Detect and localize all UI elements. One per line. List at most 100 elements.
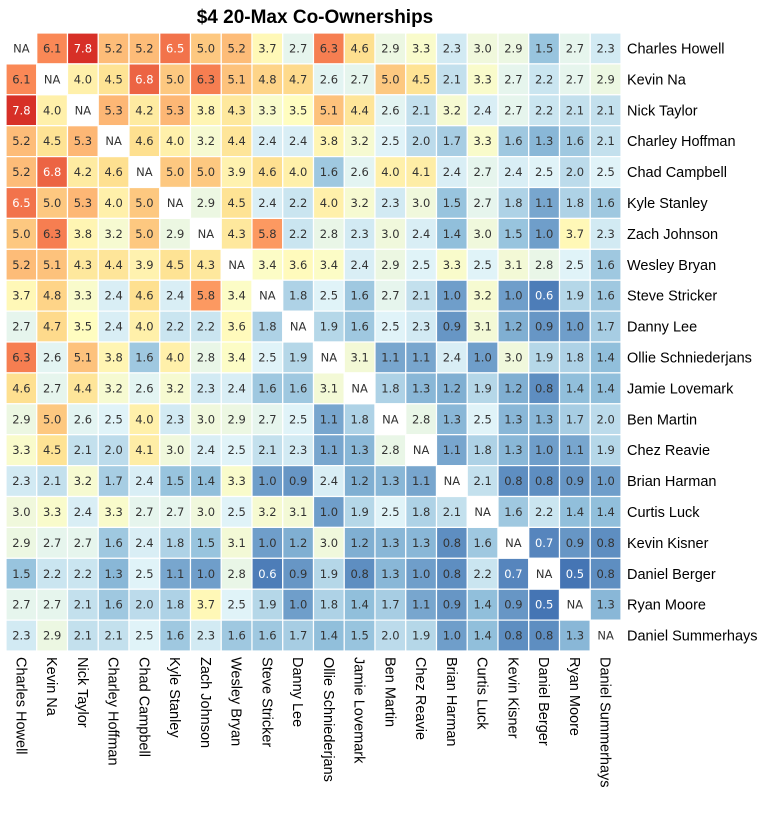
heatmap-cell-rect [128,94,161,127]
heatmap-cell: 3.0 [189,403,222,436]
heatmap-cell-value: 2.5 [135,567,153,581]
heatmap-cells: NA 6.1 7.8 5.2 5.2 6.5 5.0 5.2 3.7 2.7 6.3 4.6 2.9 3.… [5,32,622,652]
heatmap-cell: 2.2 [282,186,315,219]
heatmap-cell-value: 3.3 [74,289,92,303]
heatmap-cell-value: 5.3 [74,134,92,148]
heatmap-cell: 2.4 [251,125,284,158]
heatmap-cell-value: 3.2 [350,134,368,148]
heatmap-cell-value: 1.4 [443,227,461,241]
heatmap-cell-value: 4.5 [227,196,245,210]
heatmap-cell: 2.8 [312,217,345,250]
heatmap-cell-value: 2.8 [381,443,399,457]
heatmap-cell: 5.1 [220,63,253,96]
heatmap-cell-value: 2.7 [350,72,368,86]
heatmap-cell: NA [5,32,38,65]
heatmap-cell-rect [528,341,561,374]
heatmap-cell-rect [343,434,376,467]
heatmap-cell-rect [528,156,561,189]
heatmap-cell-value: NA [321,350,338,364]
heatmap-cell: NA [497,526,530,559]
heatmap-cell-value: 1.0 [412,567,430,581]
heatmap-cell-value: 2.4 [443,165,461,179]
heatmap-cell-value: 2.7 [43,598,61,612]
heatmap-cell-rect [128,248,161,281]
heatmap-cell: 2.7 [466,156,499,189]
heatmap-cell-value: 1.1 [412,474,430,488]
heatmap-cell: 1.1 [405,588,438,621]
heatmap-cell: 2.5 [312,279,345,312]
heatmap-cell-value: 2.7 [381,289,399,303]
heatmap-cell: 1.1 [159,557,192,590]
heatmap-cell: 1.1 [435,434,468,467]
heatmap-cell-value: 1.3 [104,567,122,581]
heatmap-cell-value: 1.3 [443,412,461,426]
heatmap-cell-value: 2.2 [289,227,307,241]
heatmap-cell: 1.3 [374,526,407,559]
heatmap-cell-value: 2.2 [197,320,215,334]
row-label: Ryan Moore [627,598,706,614]
heatmap-cell-value: 1.0 [443,629,461,643]
heatmap-cell-rect [189,217,222,250]
heatmap-cell-rect [5,588,38,621]
heatmap-cell: 2.2 [282,217,315,250]
heatmap-cell-rect [405,495,438,528]
heatmap-cell-value: 2.5 [135,629,153,643]
heatmap-cell-value: 2.4 [412,227,430,241]
heatmap-cell-value: 5.2 [12,134,30,148]
heatmap-cell-rect [36,619,69,652]
heatmap-cell-value: 4.4 [104,258,122,272]
heatmap-cell: 1.6 [343,310,376,343]
row-label: Chez Reavie [627,443,710,459]
heatmap-cell-rect [189,125,222,158]
heatmap-cell-rect [36,156,69,189]
heatmap-cell-rect [159,279,192,312]
heatmap-cell-rect [343,619,376,652]
heatmap-cell: 2.4 [220,372,253,405]
heatmap-cell-rect [159,125,192,158]
heatmap-cell-value: 2.3 [596,41,614,55]
heatmap-cell-value: 1.0 [504,289,522,303]
heatmap-cell-value: 4.5 [43,134,61,148]
heatmap-cell-value: 3.8 [104,350,122,364]
heatmap-cell: 6.8 [36,156,69,189]
heatmap-cell: 4.7 [36,310,69,343]
heatmap-cell: 3.3 [466,63,499,96]
heatmap-cell: 2.5 [220,495,253,528]
heatmap-cell-value: 3.6 [289,258,307,272]
heatmap-cell: 6.1 [5,63,38,96]
column-label: Chad Campbell [135,657,151,757]
heatmap-cell-value: 4.4 [74,381,92,395]
heatmap-cell-value: 2.7 [43,536,61,550]
heatmap-cell: 2.7 [5,310,38,343]
heatmap-cell-rect [343,125,376,158]
heatmap-cell: 1.1 [405,465,438,498]
heatmap-cell-rect [343,372,376,405]
heatmap-cell-value: 5.0 [166,72,184,86]
heatmap-cell-rect [312,465,345,498]
heatmap-cell-rect [36,186,69,219]
heatmap-cell-value: 2.9 [596,72,614,86]
heatmap-cell-value: 4.8 [258,72,276,86]
heatmap-cell: 4.6 [97,156,130,189]
heatmap-cell-value: 2.4 [504,165,522,179]
heatmap-cell-rect [466,32,499,65]
heatmap-cell: 2.9 [589,63,622,96]
heatmap-cell-rect [466,279,499,312]
heatmap-cell-rect [343,557,376,590]
heatmap-cell: 2.1 [66,434,99,467]
heatmap-cell: 3.4 [251,248,284,281]
heatmap-cell-rect [497,619,530,652]
heatmap-cell: 1.5 [189,526,222,559]
heatmap-cell-rect [528,125,561,158]
heatmap-cell: 5.2 [220,32,253,65]
row-label: Brian Harman [627,474,716,490]
heatmap-cell-value: 2.1 [443,505,461,519]
row-label: Ollie Schniederjans [627,350,752,366]
heatmap-cell-value: 2.1 [74,629,92,643]
heatmap-cell-value: 2.2 [289,196,307,210]
heatmap-cell-value: 2.1 [412,289,430,303]
heatmap-cell: 6.3 [5,341,38,374]
heatmap-cell-value: 2.0 [566,165,584,179]
heatmap-cell-rect [435,186,468,219]
